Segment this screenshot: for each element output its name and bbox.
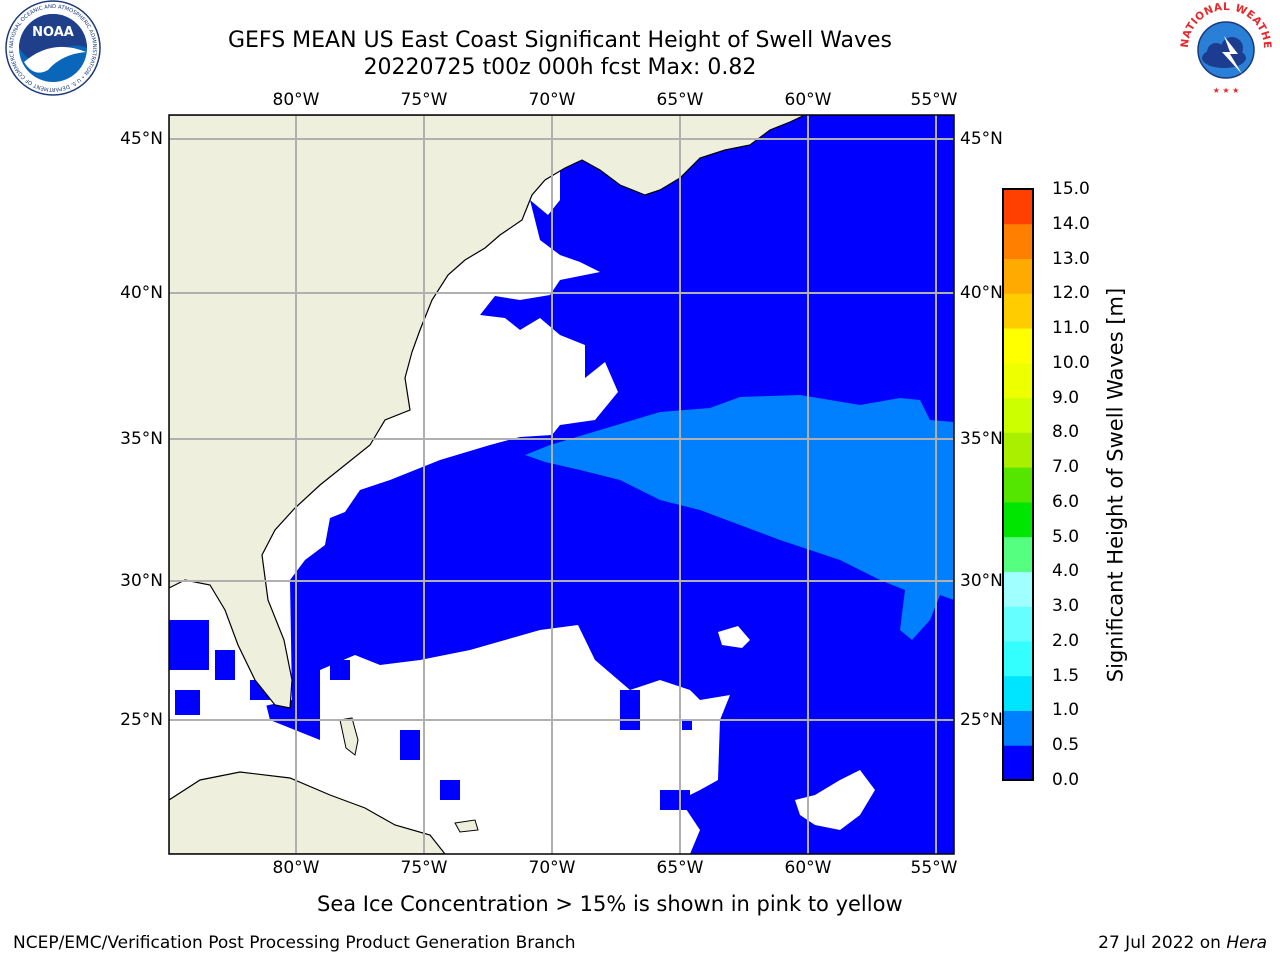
colorbar-segment [1003, 467, 1033, 503]
lat-label-right: 25°N [960, 710, 1003, 730]
lon-label-top: 75°W [400, 90, 448, 110]
colorbar-label: Significant Height of Swell Waves [m] [1103, 287, 1128, 683]
graticule [169, 115, 954, 854]
colorbar-segment [1003, 536, 1033, 572]
colorbar-segment [1003, 293, 1033, 329]
colorbar-segment [1003, 432, 1033, 468]
colorbar-tick-label: 9.0 [1052, 387, 1080, 408]
colorbar-tick-label: 3.0 [1052, 596, 1080, 617]
land-cuba [169, 771, 446, 854]
colorbar-segment [1003, 571, 1033, 607]
swell-0.5-1.0m-region [525, 395, 954, 640]
colorbar-tick-label: 2.0 [1052, 630, 1080, 651]
footer-credit: NCEP/EMC/Verification Post Processing Pr… [13, 933, 576, 953]
colorbar-segment [1003, 640, 1033, 677]
lat-label-right: 30°N [960, 571, 1003, 591]
lat-label-right: 45°N [960, 129, 1003, 149]
colorbar-segment [1003, 258, 1033, 294]
colorbar-tick-label: 13.0 [1052, 248, 1090, 269]
footer-machine: Hera [1226, 933, 1267, 953]
colorbar-segment [1003, 675, 1033, 711]
sea-ice-note: Sea Ice Concentration > 15% is shown in … [317, 892, 903, 916]
noaa-wordmark: NOAA [32, 25, 74, 40]
lat-label-left: 30°N [120, 571, 163, 591]
colorbar-tick-label: 12.0 [1052, 283, 1090, 304]
colorbar-tick-label: 15.0 [1052, 179, 1090, 199]
masked-small-patch [718, 626, 750, 648]
lon-label-top: 70°W [528, 90, 576, 110]
land-hispaniola [454, 819, 479, 833]
lon-label-bottom: 80°W [272, 858, 320, 878]
map-frame [168, 114, 955, 855]
land-bahamas [339, 717, 359, 756]
colorbar-tick-label: 1.5 [1052, 665, 1080, 686]
colorbar-frame [1002, 188, 1034, 781]
colorbar [1002, 188, 1034, 781]
lat-label-right: 40°N [960, 283, 1003, 303]
colorbar-segment [1003, 189, 1033, 225]
colorbar-tick-label: 1.0 [1052, 700, 1080, 721]
chart-title: GEFS MEAN US East Coast Significant Heig… [227, 28, 893, 53]
colorbar-tick-label: 10.0 [1052, 352, 1090, 373]
colorbar-tick-label: 4.0 [1052, 561, 1080, 582]
chart-subtitle: 20220725 t00z 000h fcst Max: 0.82 [363, 55, 757, 80]
colorbar-segment [1003, 362, 1033, 399]
noaa-logo: NATIONAL OCEANIC AND ATMOSPHERIC ADMINIS… [5, 0, 101, 96]
lon-label-top: 65°W [656, 90, 704, 110]
svg-text:★ ★ ★: ★ ★ ★ [1213, 86, 1240, 95]
colorbar-tick-label: 11.0 [1052, 318, 1090, 339]
lat-label-right: 35°N [960, 429, 1003, 449]
masked-south-patch [795, 770, 875, 830]
footer-timestamp: 27 Jul 2022 on Hera [1098, 933, 1267, 953]
colorbar-segment [1003, 328, 1033, 364]
lon-label-bottom: 55°W [910, 858, 958, 878]
colorbar-segment [1003, 501, 1033, 538]
colorbar-tick-label: 7.0 [1052, 457, 1080, 478]
lat-label-left: 25°N [120, 710, 163, 730]
lon-label-bottom: 65°W [656, 858, 704, 878]
colorbar-segment [1003, 606, 1033, 642]
colorbar-tick-label: 8.0 [1052, 422, 1080, 443]
colorbar-tick-label: 5.0 [1052, 526, 1080, 547]
lon-label-top: 60°W [784, 90, 832, 110]
nws-logo: NATIONAL WEATHER SERVICE ★ ★ ★ [1176, 0, 1273, 95]
lat-label-left: 40°N [120, 283, 163, 303]
lon-label-top: 55°W [910, 90, 958, 110]
colorbar-segment [1003, 745, 1033, 781]
lon-label-bottom: 75°W [400, 858, 448, 878]
lat-label-left: 45°N [120, 129, 163, 149]
lon-label-bottom: 70°W [528, 858, 576, 878]
colorbar-segment [1003, 397, 1033, 433]
lat-label-left: 35°N [120, 429, 163, 449]
lon-label-top: 80°W [272, 90, 320, 110]
colorbar-tick-label: 0.5 [1052, 735, 1080, 756]
colorbar-tick-label: 14.0 [1052, 213, 1090, 234]
colorbar-tick-label: 6.0 [1052, 491, 1080, 512]
footer-date: 27 Jul 2022 on [1098, 933, 1227, 953]
ocean-low-pockets [169, 620, 692, 810]
lon-label-bottom: 60°W [784, 858, 832, 878]
colorbar-segment [1003, 223, 1033, 260]
colorbar-tick-label: 0.0 [1052, 770, 1080, 790]
colorbar-segment [1003, 710, 1033, 746]
land-us-east-coast [169, 115, 806, 709]
